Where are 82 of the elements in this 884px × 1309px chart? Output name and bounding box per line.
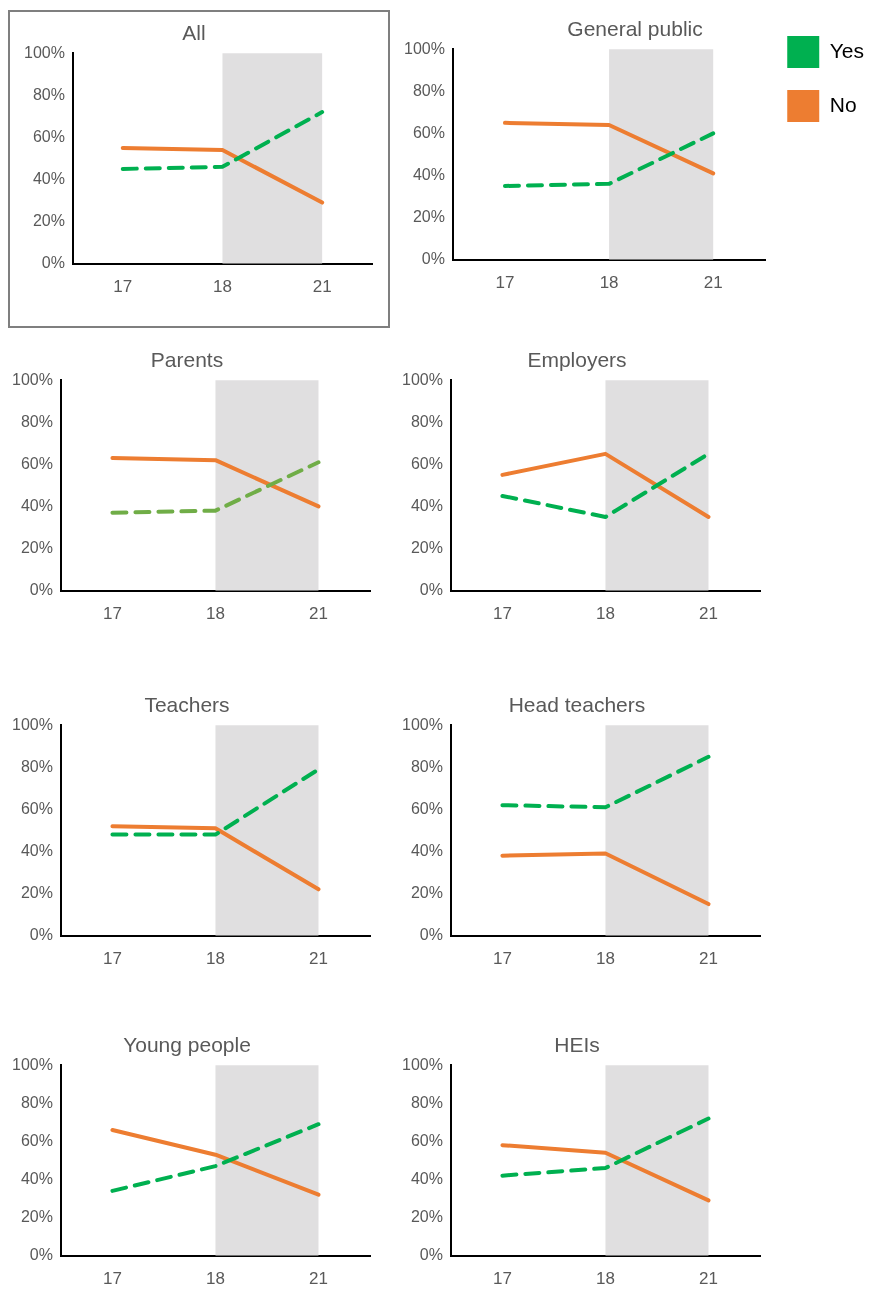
y-tick-label: 40% xyxy=(410,1169,443,1187)
y-tick-label: 60% xyxy=(20,799,53,817)
y-tick-label: 0% xyxy=(419,1246,443,1264)
y-tick-label: 0% xyxy=(421,250,445,268)
y-tick-label: 0% xyxy=(41,254,65,272)
y-tick-label: 80% xyxy=(20,412,53,430)
y-tick-label: 100% xyxy=(12,1055,53,1073)
x-tick-label: 17 xyxy=(495,273,515,293)
x-tick-label: 17 xyxy=(102,604,122,624)
y-tick-label: 60% xyxy=(20,454,53,472)
y-tick-label: 60% xyxy=(20,1131,53,1149)
y-tick-label: 40% xyxy=(32,169,65,187)
y-tick-label: 20% xyxy=(410,883,443,901)
y-tick-label: 20% xyxy=(410,538,443,556)
chart-title: HEIs xyxy=(554,1033,600,1057)
chart-title: Teachers xyxy=(144,693,230,717)
y-tick-label: 20% xyxy=(20,883,53,901)
x-tick-label: 17 xyxy=(113,277,133,297)
chart-title: Parents xyxy=(150,348,224,372)
y-tick-label: 40% xyxy=(20,496,53,514)
x-tick-label: 18 xyxy=(206,604,225,624)
x-tick-label: 18 xyxy=(213,277,232,297)
y-tick-label: 100% xyxy=(402,370,443,388)
x-tick-label: 21 xyxy=(312,277,332,297)
chart-title: Employers xyxy=(527,348,627,372)
chart-title: Young people xyxy=(123,1033,251,1057)
chart-title: All xyxy=(182,21,206,45)
y-tick-label: 40% xyxy=(410,496,443,514)
y-tick-label: 0% xyxy=(29,581,53,599)
y-tick-label: 80% xyxy=(410,757,443,775)
y-tick-label: 80% xyxy=(20,1093,53,1111)
y-tick-label: 80% xyxy=(410,412,443,430)
x-tick-label: 21 xyxy=(309,1269,328,1289)
y-tick-label: 40% xyxy=(20,841,53,859)
y-tick-label: 100% xyxy=(402,1055,443,1073)
y-tick-label: 80% xyxy=(412,81,445,99)
x-tick-label: 21 xyxy=(309,949,328,969)
y-tick-label: 0% xyxy=(29,926,53,944)
x-tick-label: 18 xyxy=(206,1269,225,1289)
y-tick-label: 20% xyxy=(32,211,65,229)
x-tick-label: 17 xyxy=(102,949,122,969)
y-tick-label: 60% xyxy=(32,127,65,145)
y-tick-label: 20% xyxy=(410,1207,443,1225)
y-tick-label: 80% xyxy=(410,1093,443,1111)
x-tick-label: 17 xyxy=(102,1269,122,1289)
x-tick-label: 18 xyxy=(206,949,225,969)
x-tick-label: 18 xyxy=(596,604,615,624)
y-tick-label: 80% xyxy=(32,85,65,103)
y-tick-label: 40% xyxy=(410,841,443,859)
x-tick-label: 18 xyxy=(596,1269,615,1289)
y-tick-label: 100% xyxy=(402,715,443,733)
y-tick-label: 60% xyxy=(410,799,443,817)
legend-label: Yes xyxy=(829,38,865,62)
x-tick-label: 17 xyxy=(492,604,512,624)
y-tick-label: 100% xyxy=(24,43,65,61)
chart-title: General public xyxy=(567,17,703,41)
y-tick-label: 20% xyxy=(20,1207,53,1225)
x-tick-label: 17 xyxy=(492,1269,512,1289)
y-tick-label: 0% xyxy=(419,581,443,599)
x-tick-label: 21 xyxy=(699,604,718,624)
x-tick-label: 21 xyxy=(699,1269,718,1289)
y-tick-label: 0% xyxy=(29,1246,53,1264)
x-tick-label: 21 xyxy=(309,604,328,624)
y-tick-label: 60% xyxy=(410,1131,443,1149)
y-tick-label: 100% xyxy=(12,370,53,388)
x-tick-label: 17 xyxy=(492,949,512,969)
chart-title: Head teachers xyxy=(508,693,646,717)
legend-label: No xyxy=(829,92,857,116)
y-tick-label: 100% xyxy=(12,715,53,733)
x-tick-label: 21 xyxy=(699,949,718,969)
x-tick-label: 18 xyxy=(596,949,615,969)
y-tick-label: 20% xyxy=(412,207,445,225)
y-tick-label: 60% xyxy=(412,123,445,141)
y-tick-label: 20% xyxy=(20,538,53,556)
y-tick-label: 80% xyxy=(20,757,53,775)
y-tick-label: 40% xyxy=(20,1169,53,1187)
x-tick-label: 21 xyxy=(703,273,723,293)
x-tick-label: 18 xyxy=(599,273,619,293)
y-tick-label: 40% xyxy=(412,165,445,183)
y-tick-label: 0% xyxy=(419,926,443,944)
y-tick-label: 100% xyxy=(404,39,445,57)
y-tick-label: 60% xyxy=(410,454,443,472)
